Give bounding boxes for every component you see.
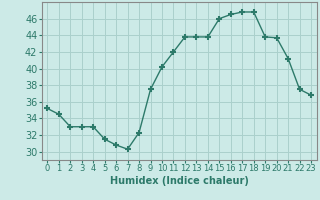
- X-axis label: Humidex (Indice chaleur): Humidex (Indice chaleur): [110, 176, 249, 186]
